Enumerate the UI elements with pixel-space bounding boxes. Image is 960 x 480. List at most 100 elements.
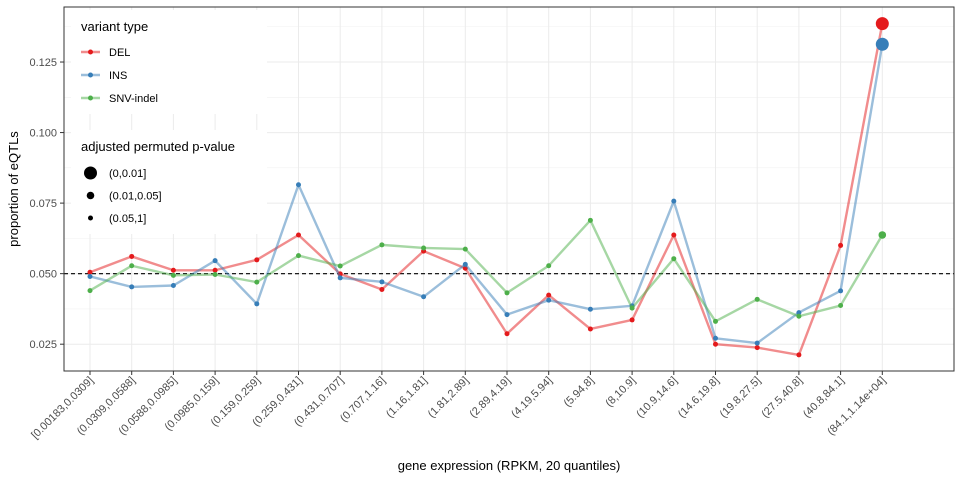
data-point bbox=[546, 263, 552, 269]
x-tick-label: (14.6,19.8] bbox=[676, 375, 722, 421]
legend-background-variant bbox=[71, 10, 267, 114]
data-point bbox=[504, 312, 510, 318]
data-point bbox=[296, 253, 301, 259]
legend-label-pvalue: (0,0.01] bbox=[109, 168, 146, 180]
x-tick-label: (5.94,8] bbox=[562, 375, 597, 410]
legend-label-pvalue: (0.05,1] bbox=[109, 213, 146, 225]
data-point bbox=[421, 245, 427, 251]
data-point bbox=[129, 263, 135, 269]
data-point bbox=[878, 231, 887, 239]
x-tick-label: (19.8,27.5] bbox=[718, 375, 764, 421]
data-point bbox=[838, 288, 844, 294]
legend-key-point bbox=[88, 95, 93, 101]
legend-label-ins: INS bbox=[109, 70, 127, 82]
series-line-ins bbox=[89, 44, 884, 345]
data-point bbox=[212, 258, 218, 264]
y-tick-label: 0.075 bbox=[29, 198, 57, 210]
data-point bbox=[671, 256, 677, 262]
plot-panel-border bbox=[63, 6, 955, 372]
data-point bbox=[671, 232, 677, 238]
data-point bbox=[170, 283, 176, 289]
legend-label-del: DEL bbox=[109, 47, 130, 59]
data-point bbox=[754, 340, 760, 346]
data-point bbox=[296, 182, 301, 188]
y-tick-label: 0.025 bbox=[29, 339, 57, 351]
data-point bbox=[212, 271, 218, 277]
data-point bbox=[754, 345, 760, 351]
data-point bbox=[875, 17, 889, 31]
data-point bbox=[421, 294, 427, 300]
data-point bbox=[379, 279, 385, 285]
data-point bbox=[504, 331, 510, 337]
data-point bbox=[838, 242, 844, 248]
data-point bbox=[713, 335, 718, 341]
x-axis: [0.00183,0.0309](0.0309,0.0588](0.0588,0… bbox=[29, 371, 888, 442]
data-point bbox=[838, 303, 844, 309]
data-point bbox=[254, 257, 260, 263]
x-tick-label: (1.16,1.81] bbox=[384, 375, 430, 421]
data-point bbox=[713, 341, 718, 347]
legend-size-key bbox=[86, 191, 95, 200]
data-point bbox=[296, 232, 301, 238]
data-point bbox=[587, 326, 593, 332]
legend-label-pvalue: (0.01,0.05] bbox=[109, 191, 162, 203]
x-tick-label: (8,10.9] bbox=[603, 375, 638, 410]
data-point bbox=[129, 284, 135, 290]
y-tick-label: 0.125 bbox=[29, 57, 57, 69]
data-point bbox=[546, 297, 552, 303]
data-point bbox=[337, 263, 343, 269]
series-snv-indel bbox=[87, 217, 887, 324]
data-point bbox=[212, 267, 218, 273]
x-tick-label: (4.19,5.94] bbox=[509, 375, 555, 421]
data-point bbox=[796, 310, 802, 316]
legend-key-point bbox=[88, 72, 93, 78]
data-point bbox=[796, 352, 802, 358]
data-point bbox=[671, 198, 677, 204]
series-ins bbox=[87, 37, 889, 346]
x-tick-label: (2.89,4.19] bbox=[467, 375, 513, 421]
x-tick-label: (10.9,14.6] bbox=[634, 375, 680, 421]
legend-label-snv-indel: SNV-indel bbox=[109, 93, 158, 105]
data-point bbox=[87, 269, 93, 275]
x-tick-label: (1.81,2.89] bbox=[426, 375, 472, 421]
data-point bbox=[629, 317, 635, 323]
data-point bbox=[254, 301, 260, 307]
data-point bbox=[379, 286, 385, 292]
x-axis-title: gene expression (RPKM, 20 quantiles) bbox=[398, 458, 621, 473]
data-point bbox=[462, 261, 468, 267]
data-point bbox=[713, 318, 718, 324]
data-point bbox=[754, 296, 760, 302]
data-point bbox=[504, 290, 510, 296]
legend-background-pvalue bbox=[71, 130, 267, 234]
y-tick-label: 0.100 bbox=[29, 128, 57, 140]
data-point bbox=[379, 242, 385, 248]
data-point bbox=[129, 253, 135, 259]
legend-title-variant-type: variant type bbox=[81, 19, 148, 34]
data-point bbox=[587, 306, 593, 312]
data-point bbox=[170, 267, 176, 273]
data-point bbox=[87, 288, 93, 294]
data-point bbox=[546, 292, 552, 298]
y-axis-title: proportion of eQTLs bbox=[6, 131, 21, 247]
data-point bbox=[587, 217, 593, 223]
data-point bbox=[254, 279, 260, 285]
data-point bbox=[629, 305, 635, 311]
x-tick-label: (0.707,1.16] bbox=[338, 375, 388, 425]
legend-title-pvalue: adjusted permuted p-value bbox=[81, 139, 235, 154]
legend-size-key bbox=[88, 215, 93, 221]
y-axis: 0.025 0.050 0.075 0.100 0.125 bbox=[29, 57, 64, 351]
legend: variant type DEL INS SNV-indel adjusted perm… bbox=[71, 10, 267, 234]
x-tick-label: (27.5,40.8] bbox=[759, 375, 805, 421]
y-tick-label: 0.050 bbox=[29, 269, 57, 281]
series-group bbox=[87, 17, 889, 358]
data-point bbox=[337, 275, 343, 281]
data-point bbox=[87, 273, 93, 279]
legend-size-key bbox=[84, 166, 97, 180]
data-point bbox=[875, 37, 889, 51]
series-line-snv-indel bbox=[89, 219, 884, 323]
data-point bbox=[796, 313, 802, 319]
data-point bbox=[170, 272, 176, 278]
legend-key-point bbox=[88, 49, 93, 55]
data-point bbox=[462, 246, 468, 252]
